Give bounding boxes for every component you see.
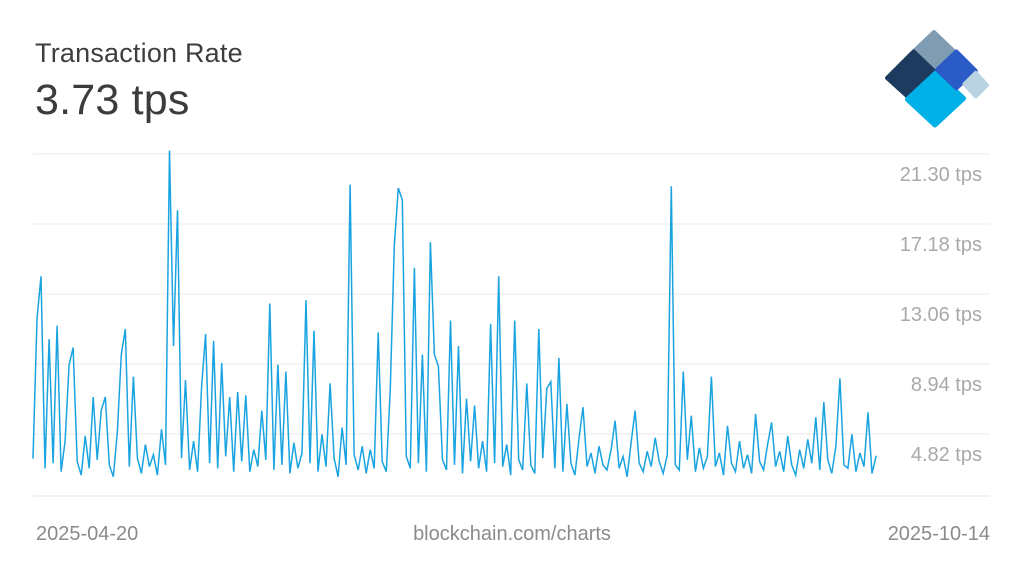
x-axis-end-date: 2025-10-14 xyxy=(887,523,990,545)
watermark-url: blockchain.com/charts xyxy=(413,523,611,545)
y-axis-tick-label: 17.18 tps xyxy=(899,234,982,256)
transaction-rate-series-line xyxy=(32,150,877,478)
x-axis-start-date: 2025-04-20 xyxy=(36,523,139,545)
logo-royal-diamond xyxy=(934,49,978,91)
y-axis-tick-label: 4.82 tps xyxy=(910,444,982,466)
page-title: Transaction Rate xyxy=(35,38,243,68)
y-axis-tick-label: 21.30 tps xyxy=(899,164,982,186)
logo-cyan-diamond xyxy=(904,70,967,128)
y-axis-tick-label: 8.94 tps xyxy=(910,374,982,396)
y-axis-tick-label: 13.06 tps xyxy=(899,304,982,326)
current-value: 3.73 tps xyxy=(35,76,190,124)
blockchain-logo-icon xyxy=(885,30,989,128)
logo-pale-diamond xyxy=(962,70,989,99)
